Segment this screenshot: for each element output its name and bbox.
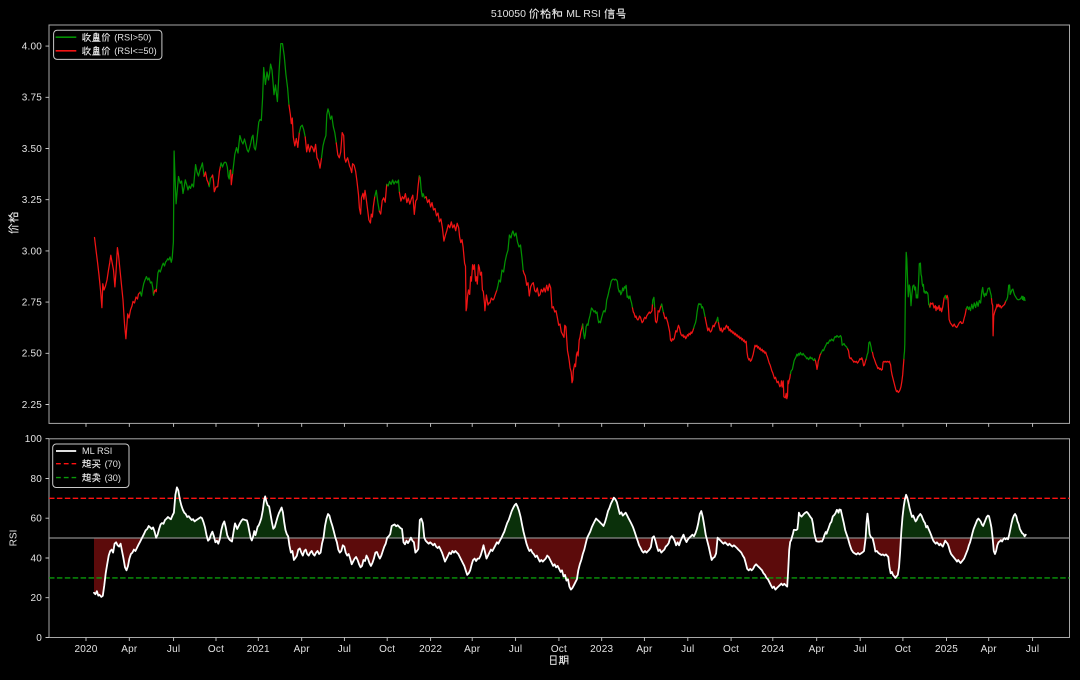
svg-text:(RSI>50): (RSI>50): [114, 32, 151, 42]
svg-text:3.25: 3.25: [22, 195, 43, 206]
svg-text:0: 0: [36, 633, 42, 644]
svg-text:Oct: Oct: [379, 644, 395, 655]
svg-text:Jul: Jul: [338, 644, 351, 655]
svg-text:40: 40: [30, 553, 42, 564]
svg-text:RSI: RSI: [9, 530, 20, 547]
svg-text:ML RSI: ML RSI: [82, 446, 112, 456]
svg-text:Jul: Jul: [167, 644, 180, 655]
svg-text:100: 100: [25, 434, 43, 445]
svg-text:Apr: Apr: [981, 644, 998, 655]
svg-text:2.75: 2.75: [22, 298, 43, 309]
svg-text:80: 80: [30, 474, 42, 485]
svg-text:Oct: Oct: [895, 644, 911, 655]
svg-text:4.00: 4.00: [22, 42, 43, 53]
svg-text:Jul: Jul: [854, 644, 867, 655]
svg-text:Jul: Jul: [681, 644, 694, 655]
svg-text:Apr: Apr: [121, 644, 138, 655]
svg-text:3.75: 3.75: [22, 93, 43, 104]
svg-text:(70): (70): [105, 459, 121, 469]
svg-text:60: 60: [30, 514, 42, 525]
svg-text:2023: 2023: [590, 644, 613, 655]
svg-text:Oct: Oct: [551, 644, 567, 655]
svg-text:Jul: Jul: [1026, 644, 1039, 655]
svg-text:2022: 2022: [419, 644, 442, 655]
svg-text:Apr: Apr: [294, 644, 311, 655]
svg-text:(30): (30): [105, 473, 121, 483]
svg-text:ML RSI: ML RSI: [566, 8, 601, 20]
svg-text:2024: 2024: [761, 644, 784, 655]
svg-text:Apr: Apr: [809, 644, 826, 655]
svg-text:3.50: 3.50: [22, 144, 43, 155]
svg-text:2.25: 2.25: [22, 400, 43, 411]
svg-text:Jul: Jul: [509, 644, 522, 655]
svg-text:20: 20: [30, 593, 42, 604]
svg-text:Apr: Apr: [636, 644, 653, 655]
svg-text:2.50: 2.50: [22, 349, 43, 360]
svg-text:510050: 510050: [491, 8, 526, 20]
svg-text:2020: 2020: [74, 644, 97, 655]
svg-text:Oct: Oct: [208, 644, 224, 655]
svg-text:(RSI<=50): (RSI<=50): [114, 46, 156, 56]
svg-text:Apr: Apr: [464, 644, 481, 655]
svg-text:2025: 2025: [935, 644, 958, 655]
svg-text:3.00: 3.00: [22, 246, 43, 257]
svg-text:Oct: Oct: [723, 644, 739, 655]
svg-text:2021: 2021: [247, 644, 270, 655]
